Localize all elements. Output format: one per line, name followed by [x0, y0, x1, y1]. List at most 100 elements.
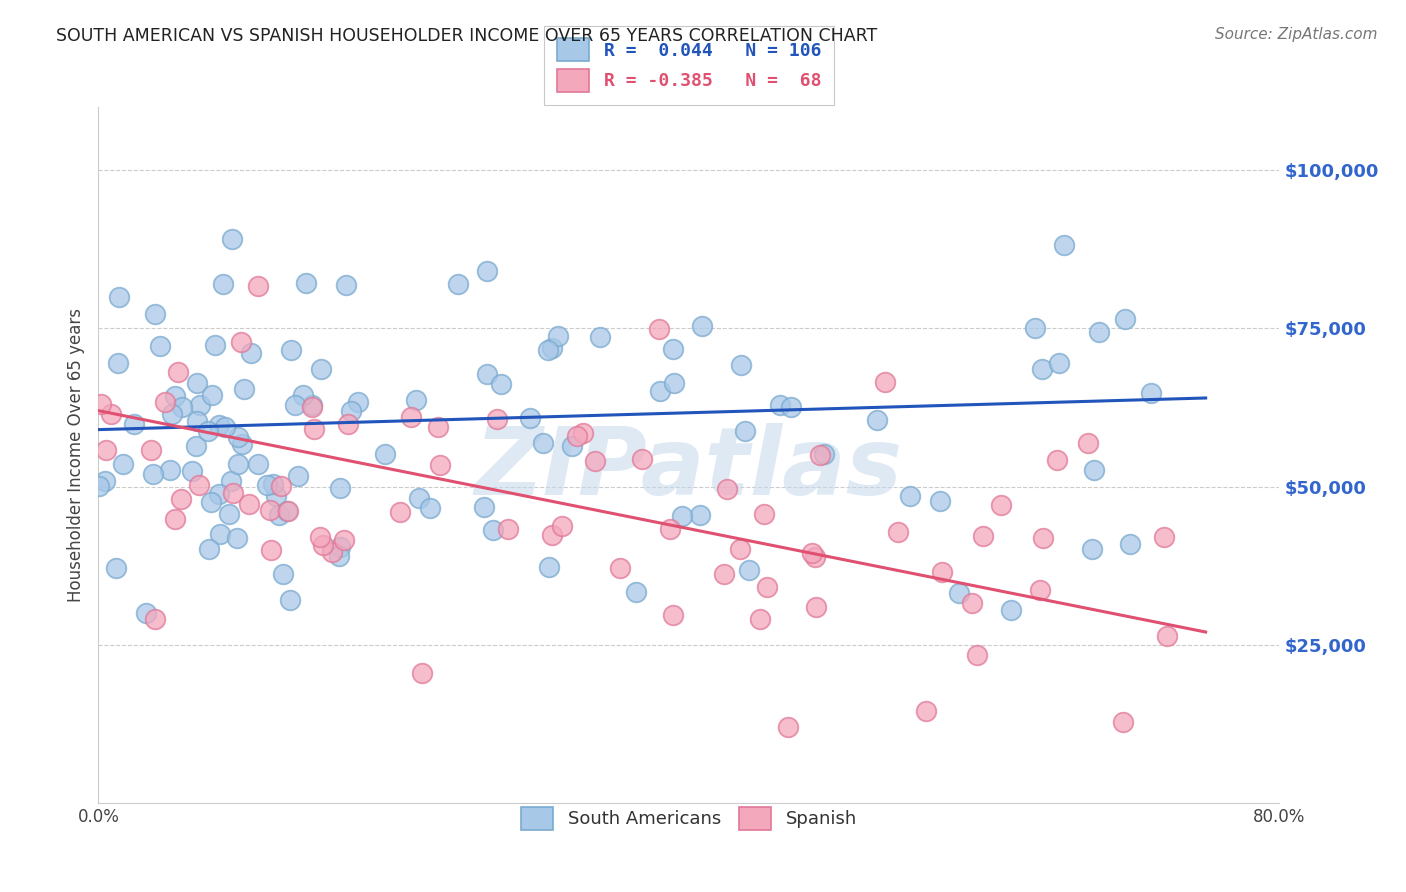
Point: [1156, 629, 1178, 643]
Point: [184, 439, 207, 453]
Point: [107, 290, 129, 304]
Point: [1118, 537, 1140, 551]
Point: [537, 343, 560, 357]
Point: [647, 322, 669, 336]
Point: [329, 540, 352, 554]
Point: [482, 523, 505, 537]
Point: [1153, 531, 1175, 545]
Point: [730, 358, 752, 372]
Point: [1077, 435, 1099, 450]
Point: [226, 430, 249, 444]
Point: [1046, 453, 1069, 467]
Point: [866, 413, 889, 427]
Point: [335, 278, 357, 293]
Point: [661, 607, 683, 622]
Point: [389, 505, 412, 519]
Point: [278, 593, 301, 607]
Point: [589, 330, 612, 344]
Text: Source: ZipAtlas.com: Source: ZipAtlas.com: [1215, 27, 1378, 42]
Text: ZIPatlas: ZIPatlas: [475, 423, 903, 515]
Point: [447, 277, 470, 292]
Point: [262, 477, 284, 491]
Point: [226, 531, 249, 545]
Point: [302, 422, 325, 436]
Point: [277, 504, 299, 518]
Point: [713, 567, 735, 582]
Point: [291, 387, 314, 401]
Point: [966, 648, 988, 663]
Point: [547, 329, 569, 343]
Point: [201, 388, 224, 402]
Point: [813, 447, 835, 461]
Point: [411, 666, 433, 681]
Point: [256, 478, 278, 492]
Point: [1114, 312, 1136, 326]
Point: [990, 498, 1012, 512]
Point: [405, 392, 427, 407]
Point: [87, 479, 110, 493]
Point: [887, 525, 910, 540]
Point: [914, 704, 936, 718]
Point: [972, 529, 994, 543]
Point: [716, 483, 738, 497]
Point: [1000, 603, 1022, 617]
Point: [238, 497, 260, 511]
Point: [496, 522, 519, 536]
Point: [960, 596, 983, 610]
Point: [233, 382, 256, 396]
Point: [111, 458, 134, 472]
Point: [333, 533, 356, 548]
Point: [1029, 582, 1052, 597]
Point: [160, 408, 183, 422]
Point: [399, 409, 422, 424]
Point: [208, 486, 231, 500]
Point: [519, 411, 541, 425]
Point: [347, 395, 370, 409]
Point: [659, 522, 682, 536]
Point: [96, 442, 118, 457]
Point: [329, 481, 352, 495]
Point: [200, 495, 222, 509]
Point: [1047, 356, 1070, 370]
Point: [561, 439, 583, 453]
Point: [166, 366, 188, 380]
Point: [89, 397, 111, 411]
Point: [239, 346, 262, 360]
Point: [752, 508, 775, 522]
Point: [309, 361, 332, 376]
Point: [143, 307, 166, 321]
Point: [408, 491, 430, 505]
Point: [259, 542, 281, 557]
Point: [264, 489, 287, 503]
Point: [294, 276, 316, 290]
Point: [728, 541, 751, 556]
Point: [1083, 463, 1105, 477]
Point: [229, 335, 252, 350]
Point: [159, 463, 181, 477]
Point: [186, 414, 208, 428]
Point: [898, 489, 921, 503]
Point: [948, 586, 970, 600]
Point: [142, 467, 165, 482]
Point: [197, 542, 219, 557]
Point: [181, 464, 204, 478]
Point: [165, 512, 187, 526]
Point: [551, 518, 574, 533]
Point: [231, 436, 253, 450]
Point: [135, 606, 157, 620]
Point: [541, 528, 564, 542]
Point: [280, 343, 302, 357]
Point: [207, 418, 229, 433]
Point: [197, 425, 219, 439]
Point: [477, 264, 499, 278]
Point: [804, 550, 827, 565]
Point: [139, 443, 162, 458]
Point: [211, 277, 233, 292]
Point: [340, 403, 363, 417]
Point: [186, 376, 208, 390]
Point: [100, 407, 122, 421]
Point: [804, 600, 827, 615]
Point: [374, 447, 396, 461]
Point: [1024, 320, 1046, 334]
Point: [270, 478, 292, 492]
